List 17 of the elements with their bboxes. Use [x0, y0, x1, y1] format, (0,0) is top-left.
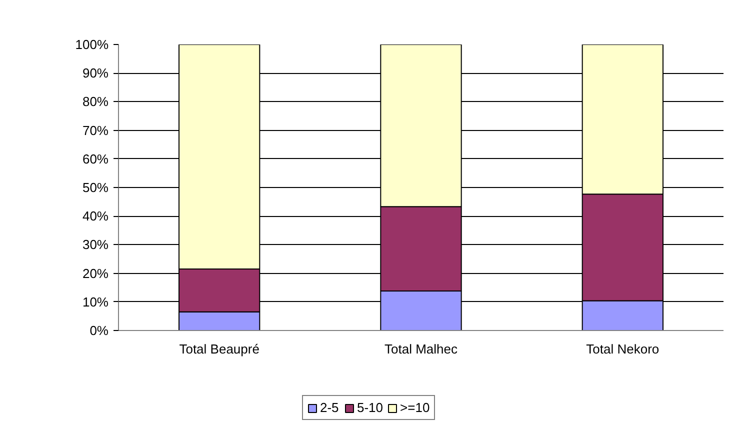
y-tick-label: 30% [82, 237, 109, 252]
y-tick-label: 0% [90, 323, 109, 338]
y-tick-label: 100% [75, 37, 109, 52]
y-tick-label: 10% [82, 294, 109, 310]
y-tick-label: 40% [82, 208, 109, 224]
y-tick-label: 70% [82, 122, 109, 138]
y-tick-label: 90% [82, 66, 109, 81]
legend-label: 5-10 [357, 400, 384, 415]
x-tick-label: Total Beaupré [179, 342, 260, 356]
y-tick-label: 80% [82, 94, 109, 110]
legend-label: >=10 [400, 400, 430, 415]
x-tick-label: Total Nekoro [586, 342, 660, 356]
y-tick-label: 60% [82, 151, 109, 166]
y-tick-label: 20% [82, 266, 109, 281]
y-tick-label: 50% [82, 180, 109, 195]
legend-label: 2-5 [320, 400, 340, 415]
x-tick-label: Total Malhec [384, 342, 458, 356]
